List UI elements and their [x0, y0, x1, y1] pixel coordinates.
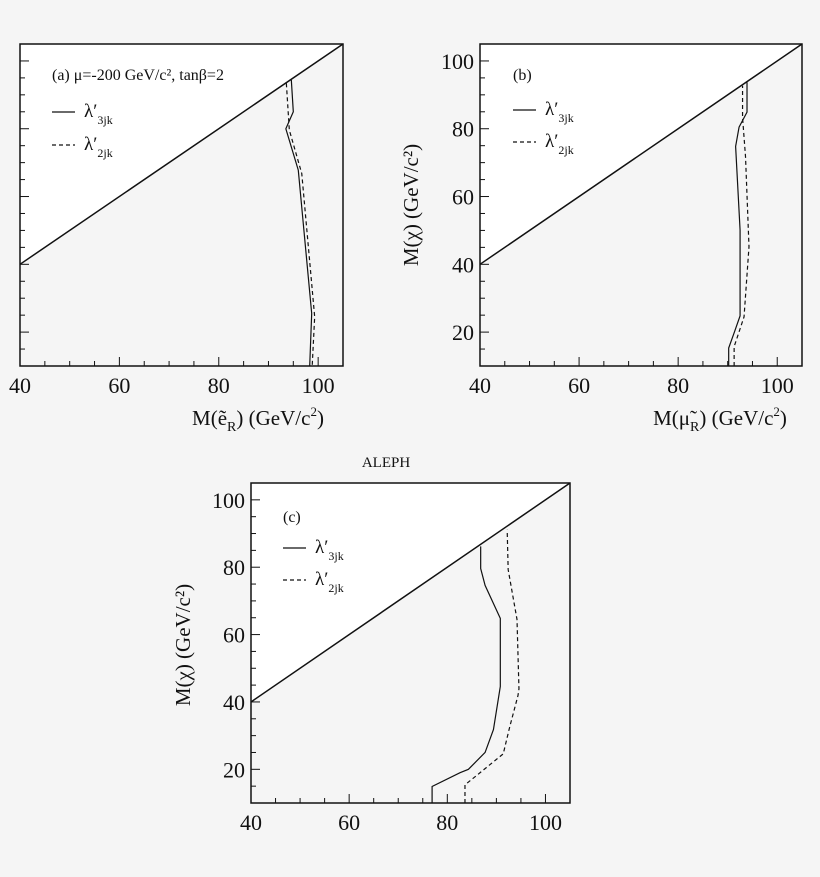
legend-label-3jk: λ′3jk: [315, 537, 344, 563]
x-axis-label-tail: ) (GeV/c: [236, 406, 310, 430]
x-tick-label: 100: [302, 373, 335, 398]
y-tick-label: 100: [212, 488, 245, 513]
legend-label-base: λ′: [84, 134, 97, 155]
x-tick-label: 80: [208, 373, 230, 398]
x-axis-label-tail: ) (GeV/c: [699, 406, 773, 430]
plot-frame: [19, 43, 344, 367]
y-tick-label: 80: [223, 555, 245, 580]
legend-label-sub: 3jk: [328, 549, 343, 563]
x-axis-label-sub: R: [690, 420, 700, 435]
x-tick-label: 40: [469, 373, 491, 398]
y-tick-label: 40: [223, 690, 245, 715]
legend-label-base: λ′: [84, 101, 97, 122]
x-tick-label: 80: [667, 373, 689, 398]
x-axis-label-close: ): [780, 406, 787, 430]
legend-label-base: λ′: [545, 99, 558, 120]
legend-label-base: λ′: [315, 537, 328, 558]
panel-title: (c): [283, 509, 301, 526]
x-axis-label-close: ): [317, 406, 324, 430]
series-line-2jk: [733, 85, 750, 366]
y-axis-label: M(χ) (GeV/c²): [399, 144, 423, 266]
y-tick-label: 60: [452, 185, 474, 210]
panel-c: 40 60 80 100 20 40 60 80 100 M(χ) (GeV/c²) (c) λ′3j…: [171, 482, 571, 835]
x-tick-label: 40: [9, 373, 31, 398]
panel-b: 40 60 80 100 20 40 60 80 100 M(μ̃R) (GeV/c2) M(χ) …: [399, 43, 803, 435]
x-tick-label: 60: [108, 373, 130, 398]
series-line-3jk: [285, 79, 313, 367]
legend-label-2jk: λ′2jk: [315, 569, 344, 595]
y-tick-label: 80: [452, 117, 474, 142]
y-tick-label: 20: [223, 757, 245, 782]
panel-title: (a) μ=-200 GeV/c², tanβ=2: [52, 67, 224, 84]
kinematic-limit-line: [250, 482, 571, 703]
legend-label-sub: 2jk: [97, 146, 112, 160]
y-tick-label: 20: [452, 320, 474, 345]
kinematic-limit-line: [479, 43, 803, 265]
legend-label-sub: 3jk: [558, 111, 573, 125]
aleph-header: ALEPH: [362, 455, 411, 471]
panel-a: 40 60 80 100 M(ẽR) (GeV/c2) (a) μ=-200 GeV/c²…: [9, 43, 344, 435]
panel-title: (b): [513, 67, 532, 84]
legend-label-2jk: λ′2jk: [545, 131, 574, 157]
series-line-3jk: [728, 82, 748, 366]
y-axis-label: M(χ) (GeV/c²): [171, 584, 195, 706]
x-axis-label-sub: R: [227, 420, 237, 435]
x-tick-label: 100: [761, 373, 794, 398]
x-axis-label-main: M(μ̃: [653, 406, 697, 430]
legend-label-sub: 2jk: [558, 143, 573, 157]
x-axis-label-sup: 2: [773, 404, 780, 419]
kinematic-limit-line: [19, 43, 344, 265]
x-tick-label: 60: [338, 810, 360, 835]
plot-frame: [479, 43, 803, 367]
legend-label-base: λ′: [545, 131, 558, 152]
legend-label-3jk: λ′3jk: [84, 101, 113, 127]
x-tick-label: 60: [568, 373, 590, 398]
legend-label-base: λ′: [315, 569, 328, 590]
series-line-2jk: [285, 83, 316, 367]
y-tick-label: 40: [452, 252, 474, 277]
x-axis-label-sup: 2: [310, 404, 317, 419]
y-tick-label: 100: [441, 49, 474, 74]
x-axis-label: M(μ̃R) (GeV/c2): [653, 404, 787, 435]
x-axis-label: M(ẽR) (GeV/c2): [192, 404, 324, 435]
x-axis-label-main: M(ẽ: [192, 406, 227, 430]
legend-label-sub: 3jk: [97, 113, 112, 127]
x-tick-label: 40: [240, 810, 262, 835]
legend-label-3jk: λ′3jk: [545, 99, 574, 125]
y-tick-label: 60: [223, 623, 245, 648]
x-tick-label: 80: [436, 810, 458, 835]
legend-label-sub: 2jk: [328, 581, 343, 595]
legend-label-2jk: λ′2jk: [84, 134, 113, 160]
series-line-3jk: [431, 546, 501, 803]
plot-frame: [250, 482, 571, 804]
x-tick-label: 100: [529, 810, 562, 835]
